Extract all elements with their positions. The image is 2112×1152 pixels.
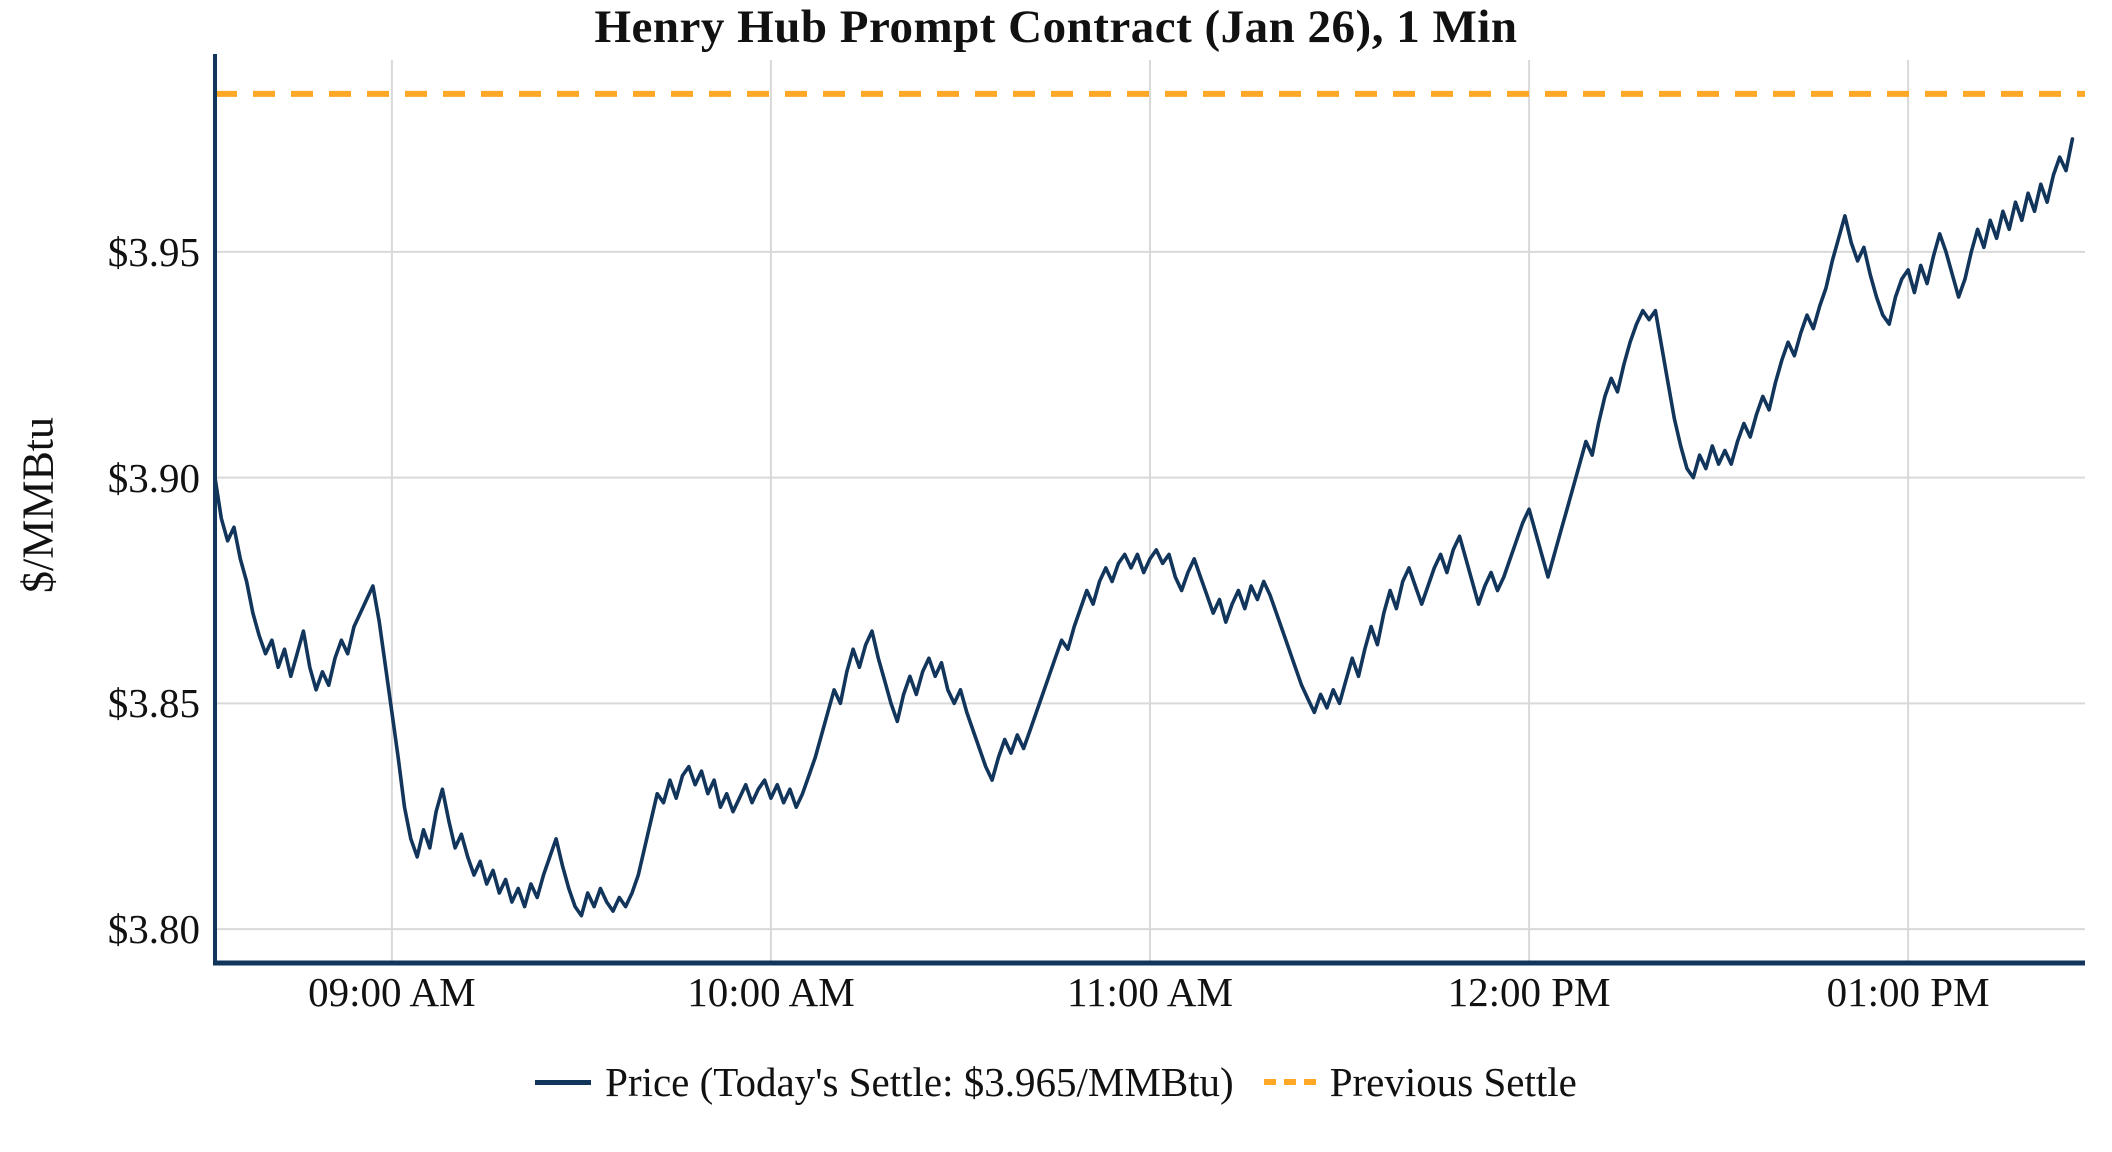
legend: Price (Today's Settle: $3.965/MMBtu) Pre…	[0, 1058, 2112, 1106]
chart-title: Henry Hub Prompt Contract (Jan 26), 1 Mi…	[594, 1, 1518, 53]
y-axis-title: $/MMBtu	[13, 416, 63, 594]
price-line-swatch	[535, 1079, 592, 1085]
plot-area	[213, 54, 2085, 966]
legend-item-price: Price (Today's Settle: $3.965/MMBtu)	[535, 1058, 1234, 1106]
x-tick-label: 09:00 AM	[308, 969, 476, 1015]
legend-settle-label: Previous Settle	[1329, 1059, 1577, 1105]
x-tick-label: 01:00 PM	[1826, 969, 1990, 1015]
x-tick-label: 11:00 AM	[1067, 969, 1233, 1015]
y-tick-label: $3.95	[107, 228, 200, 275]
price-line	[213, 137, 2075, 918]
legend-item-previous-settle: Previous Settle	[1263, 1058, 1577, 1106]
x-tick-label: 10:00 AM	[687, 969, 855, 1015]
y-tick-label: $3.80	[107, 906, 200, 953]
previous-settle-dash-swatch	[1263, 1079, 1316, 1085]
x-tick-label: 12:00 PM	[1447, 969, 1611, 1015]
y-tick-label: $3.85	[107, 680, 200, 727]
legend-price-label: Price (Today's Settle: $3.965/MMBtu)	[605, 1059, 1234, 1105]
y-tick-label: $3.90	[107, 454, 200, 501]
